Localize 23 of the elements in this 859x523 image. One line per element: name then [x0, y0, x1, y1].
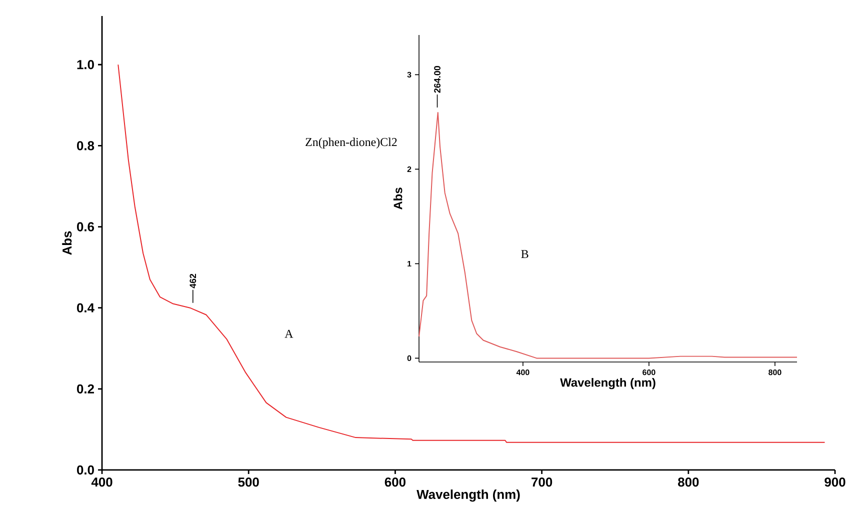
- annotation: 264.00: [434, 66, 440, 93]
- y-axis-title: Abs: [62, 231, 72, 255]
- x-tick-label: 700: [532, 478, 552, 487]
- x-tick-label: 800: [678, 478, 699, 487]
- y-axis-title: Abs: [393, 188, 402, 210]
- y-tick-label: 0.4: [77, 303, 94, 312]
- annotation: 462: [190, 274, 196, 288]
- annotation: B: [521, 250, 528, 258]
- y-tick-label: 0.8: [77, 141, 94, 150]
- y-tick-label: 1.0: [77, 60, 94, 70]
- annotation: Zn(phen-dione)Cl2: [306, 138, 397, 149]
- x-tick-label: 600: [384, 478, 406, 487]
- x-tick-label: 400: [91, 478, 112, 487]
- x-tick-label: 900: [824, 478, 846, 487]
- line-series: [118, 64, 826, 443]
- line-series: [418, 112, 798, 359]
- y-tick-label: 0.2: [77, 384, 94, 394]
- y-tick-label: 0.0: [77, 465, 94, 475]
- x-axis-title: Wavelength (nm): [560, 378, 656, 390]
- y-tick-label: 0.6: [77, 222, 94, 232]
- annotation: A: [284, 330, 294, 338]
- x-axis-title: Wavelength (nm): [416, 490, 520, 502]
- x-tick-label: 500: [238, 478, 259, 487]
